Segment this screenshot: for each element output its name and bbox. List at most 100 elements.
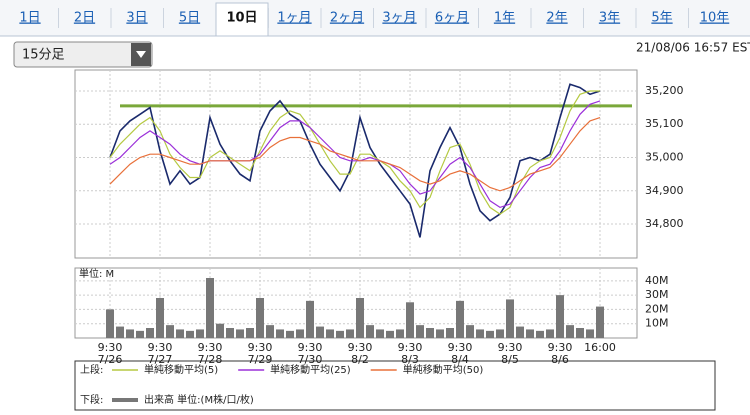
volume-bar — [516, 326, 524, 338]
price-line — [109, 90, 600, 215]
volume-bar — [546, 329, 554, 338]
x-tick-label: 9:30 — [248, 341, 273, 354]
volume-bar — [206, 278, 214, 338]
volume-bar — [406, 302, 414, 338]
unit-label: 単位: M — [79, 267, 114, 280]
volume-bar — [156, 298, 164, 338]
tab[interactable]: 2年 — [546, 11, 567, 26]
y-tick-label: 35,100 — [645, 117, 684, 130]
x-tick-date: 7/28 — [198, 353, 223, 366]
y-tick-label: 35,000 — [645, 151, 684, 164]
tab[interactable]: 5年 — [651, 11, 672, 26]
volume-bar — [576, 328, 584, 338]
volume-bar — [386, 330, 394, 338]
tab[interactable]: 10日 — [226, 11, 257, 26]
legend-box — [74, 360, 716, 411]
volume-bar — [246, 328, 254, 338]
volume-bar — [566, 325, 574, 338]
x-tick-label: 9:30 — [98, 341, 123, 354]
x-tick-date: 7/27 — [148, 353, 173, 366]
tab[interactable]: 5日 — [179, 11, 200, 26]
x-tick-label: 9:30 — [198, 341, 223, 354]
legend-label: 単純移動平均(25) — [270, 363, 351, 376]
volume-bar — [396, 329, 404, 338]
volume-bar — [306, 300, 314, 338]
volume-bar — [136, 330, 144, 338]
legend-title: 上段: — [80, 363, 103, 376]
volume-bar — [176, 329, 184, 338]
y-tick-label: 34,900 — [645, 184, 684, 197]
legend-label: 出来高 単位:(M株/口/枚) — [144, 393, 254, 406]
tab[interactable]: 1日 — [19, 11, 40, 26]
price-line — [109, 117, 601, 192]
volume-bar — [556, 295, 564, 338]
select-arrow — [136, 51, 146, 58]
volume-bar — [106, 309, 114, 338]
price-line — [109, 100, 601, 209]
x-tick-label: 9:30 — [548, 341, 573, 354]
volume-bar — [116, 326, 124, 338]
x-tick-label: 9:30 — [398, 341, 423, 354]
x-tick-date: 8/3 — [401, 353, 419, 366]
volume-bar — [436, 329, 444, 338]
y-tick-label: 30M — [645, 288, 669, 301]
volume-bar — [336, 330, 344, 338]
volume-bar — [316, 326, 324, 338]
volume-bar — [376, 329, 384, 338]
tab-bar — [0, 0, 750, 36]
volume-bar — [296, 329, 304, 338]
price-panel — [74, 69, 638, 259]
x-tick-date: 7/30 — [298, 353, 323, 366]
interval-label: 15分足 — [22, 48, 65, 63]
y-tick-label: 20M — [645, 302, 669, 315]
x-tick-label: 9:30 — [348, 341, 373, 354]
volume-bar — [266, 325, 274, 338]
volume-bar — [536, 330, 544, 338]
x-tick-date: 7/29 — [248, 353, 273, 366]
legend-label: 単純移動平均(5) — [144, 363, 218, 376]
volume-bar — [426, 328, 434, 338]
volume-bar — [186, 330, 194, 338]
tab[interactable]: 3年 — [599, 11, 620, 26]
volume-bar — [356, 298, 364, 338]
tab[interactable]: 6ヶ月 — [435, 11, 469, 26]
tab[interactable]: 3ヶ月 — [382, 11, 416, 26]
volume-bar — [166, 325, 174, 338]
y-tick-label: 34,800 — [645, 217, 684, 230]
x-tick-date: 7/26 — [98, 353, 123, 366]
volume-bar — [346, 329, 354, 338]
volume-bar — [236, 329, 244, 338]
legend-title: 下段: — [80, 393, 103, 406]
tab[interactable]: 3日 — [126, 11, 147, 26]
tab[interactable]: 2ヶ月 — [330, 11, 364, 26]
x-tick-label: 9:30 — [148, 341, 173, 354]
volume-bar — [216, 323, 224, 338]
volume-bar — [146, 328, 154, 338]
volume-bar — [596, 306, 604, 338]
y-tick-label: 35,200 — [645, 84, 684, 97]
volume-bar — [456, 300, 464, 338]
tab[interactable]: 1ヶ月 — [277, 11, 311, 26]
tab[interactable]: 10年 — [700, 11, 730, 26]
x-tick-date: 8/6 — [551, 353, 569, 366]
volume-bar — [256, 298, 264, 338]
x-tick-label: 16:00 — [584, 341, 616, 354]
volume-bar — [286, 330, 294, 338]
x-tick-date: 8/5 — [501, 353, 519, 366]
volume-bar — [126, 329, 134, 338]
volume-bar — [586, 329, 594, 338]
tab[interactable]: 1年 — [494, 11, 515, 26]
interval-select[interactable] — [13, 41, 153, 68]
volume-bar — [276, 329, 284, 338]
price-line — [109, 83, 601, 238]
volume-bar — [446, 328, 454, 338]
volume-bar — [226, 328, 234, 338]
x-tick-date: 8/2 — [351, 353, 369, 366]
tab[interactable]: 2日 — [74, 11, 95, 26]
volume-bar — [326, 329, 334, 338]
x-tick-label: 9:30 — [298, 341, 323, 354]
volume-bar — [506, 299, 514, 338]
x-tick-label: 9:30 — [448, 341, 473, 354]
